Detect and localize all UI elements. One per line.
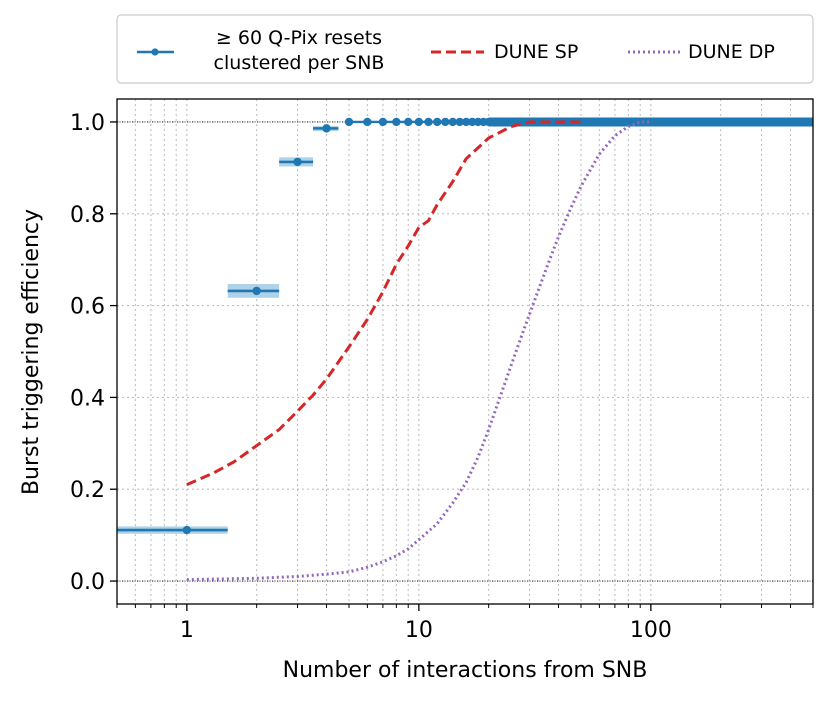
- qpix-point: [392, 117, 401, 127]
- qpix-point: [455, 117, 464, 127]
- qpix-point: [182, 525, 192, 535]
- reference-lines: [117, 121, 813, 582]
- qpix-point: [252, 286, 261, 296]
- y-tick-label: 1.0: [70, 111, 105, 136]
- qpix-point: [441, 117, 450, 127]
- qpix-point: [448, 117, 457, 127]
- qpix-point: [414, 117, 424, 127]
- legend-qpix-label-line1: ≥ 60 Q-Pix resets: [216, 27, 382, 49]
- dune-sp-curve: [186, 120, 581, 487]
- qpix-point: [293, 157, 302, 167]
- plot-frame: [116, 98, 814, 605]
- qpix-point: [404, 117, 413, 127]
- qpix-point: [322, 124, 331, 133]
- qpix-point: [363, 117, 372, 127]
- x-tick-label: 1: [180, 618, 194, 643]
- dune-dp-curve: [186, 120, 651, 582]
- qpix-markers: [182, 117, 493, 535]
- series-lines: [186, 117, 813, 582]
- legend-dp-label: DUNE DP: [688, 41, 775, 63]
- y-axis-label: Burst triggering efficiency: [19, 209, 44, 495]
- y-tick-label: 0.0: [70, 570, 105, 595]
- qpix-point: [433, 117, 442, 127]
- qpix-point: [484, 117, 493, 127]
- axis-ticks: 0.0 0.2 0.4 0.6 0.8 1.0 1 10 100: [70, 111, 814, 643]
- qpix-bands: [117, 126, 339, 534]
- y-tick-label: 0.6: [70, 295, 105, 320]
- x-tick-label: 100: [630, 618, 672, 643]
- legend: ≥ 60 Q-Pix resets clustered per SNB DUNE…: [116, 14, 814, 84]
- qpix-point: [344, 117, 354, 127]
- qpix-point: [468, 117, 477, 127]
- qpix-point: [461, 117, 471, 127]
- y-tick-label: 0.2: [70, 478, 105, 503]
- qpix-point: [424, 117, 433, 127]
- y-tick-label: 0.4: [70, 386, 105, 411]
- legend-sp-label: DUNE SP: [494, 41, 578, 63]
- y-tick-label: 0.8: [70, 203, 105, 228]
- x-tick-label: 10: [405, 618, 433, 643]
- x-axis-label: Number of interactions from SNB: [283, 658, 648, 683]
- legend-qpix-marker: [151, 48, 159, 56]
- legend-qpix-label-line2: clustered per SNB: [214, 52, 385, 74]
- qpix-point: [378, 117, 388, 127]
- legend-frame: [116, 14, 814, 84]
